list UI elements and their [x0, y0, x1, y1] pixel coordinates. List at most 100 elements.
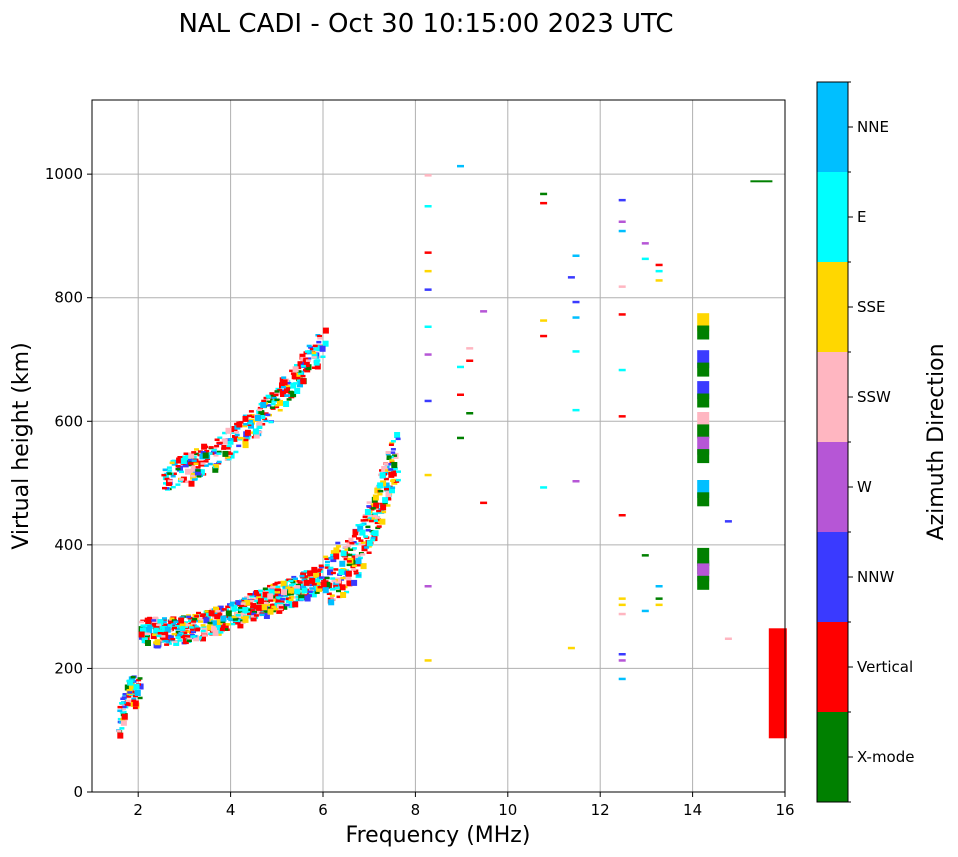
x-tick-label: 4 [226, 801, 236, 819]
echo-point [334, 586, 340, 590]
echo-point [166, 642, 172, 645]
colorbar-segments [817, 82, 848, 802]
echo-point [305, 359, 311, 362]
echo-point [274, 404, 280, 407]
echo-point [175, 636, 181, 639]
echo-point [236, 600, 242, 603]
echo-point [311, 566, 318, 573]
echo-point [395, 478, 401, 482]
echo-point [345, 573, 352, 580]
echo-point [286, 398, 292, 401]
echo-point [344, 548, 350, 551]
echo-point [232, 439, 238, 442]
echo-point [641, 554, 649, 557]
echo-point [618, 659, 626, 662]
echo-point [325, 560, 330, 564]
echo-point [377, 493, 383, 496]
echo-point [225, 427, 232, 434]
echo-point [285, 586, 291, 589]
echo-point [324, 557, 330, 560]
echo-point [317, 337, 323, 340]
echo-point [300, 378, 307, 385]
echo-point [424, 473, 432, 477]
echo-point [228, 438, 234, 441]
echo-point [263, 613, 270, 619]
echo-point [572, 408, 580, 412]
echo-point [284, 589, 291, 596]
echo-point [317, 585, 323, 589]
echo-point [302, 359, 308, 362]
echo-point [177, 633, 182, 637]
echo-point [356, 537, 361, 540]
echo-point [267, 608, 274, 615]
echo-point [180, 626, 186, 629]
echo-point [311, 351, 316, 355]
echo-point [175, 467, 181, 471]
echo-point [363, 535, 369, 538]
echo-point [220, 626, 225, 629]
echo-point [383, 482, 390, 489]
echo-point [200, 635, 206, 642]
echo-point [194, 615, 200, 618]
echo-point [164, 626, 171, 633]
echo-point [367, 514, 373, 517]
echo-point [257, 430, 263, 434]
echo-point [347, 553, 353, 557]
echo-point [289, 583, 295, 587]
echo-point [222, 431, 228, 435]
echo-point [242, 606, 249, 613]
echo-point [424, 353, 432, 356]
echo-point [297, 361, 304, 368]
echo-point [126, 695, 132, 698]
echo-point [179, 616, 185, 619]
echo-point [313, 348, 319, 351]
echo-point [188, 462, 193, 465]
echo-point [221, 445, 227, 448]
echo-point [221, 447, 227, 450]
echo-point [328, 556, 334, 560]
echo-point [197, 450, 203, 453]
echo-point [288, 595, 294, 599]
echo-point [186, 614, 192, 617]
echo-point [156, 623, 162, 627]
colorbar-label: W [857, 478, 872, 496]
echo-point [242, 616, 249, 623]
echo-point [227, 452, 233, 455]
echo-point [136, 678, 142, 682]
echo-point [294, 364, 299, 367]
echo-point [396, 470, 401, 473]
echo-point [186, 639, 192, 642]
echo-point [271, 396, 277, 400]
echo-point [196, 475, 202, 478]
echo-point [229, 601, 235, 605]
echo-point [159, 624, 165, 627]
echo-point [618, 313, 626, 316]
echo-point [300, 374, 306, 378]
echo-point [217, 605, 224, 612]
colorbar-label: E [857, 208, 866, 226]
echo-point [618, 229, 626, 233]
echo-point [697, 393, 710, 408]
echo-point [130, 675, 136, 679]
echo-point [216, 452, 222, 455]
echo-point [195, 469, 201, 472]
echo-point [298, 594, 305, 601]
x-tick-label: 6 [318, 801, 328, 819]
echo-point [225, 623, 231, 626]
echo-point [170, 460, 176, 463]
echo-point [120, 697, 126, 700]
echo-point [134, 690, 141, 696]
echo-point [641, 609, 649, 613]
echo-point [277, 581, 283, 584]
echo-point [373, 502, 380, 509]
echo-point [226, 457, 232, 461]
echo-point [273, 393, 279, 397]
echo-point [392, 467, 398, 470]
echo-point [162, 468, 168, 471]
echo-point [336, 589, 341, 593]
azimuth-colorbar: X-mode Vertical NNW W SSW SSE E NNE Azimuth Dir… [816, 81, 949, 803]
echo-point [234, 433, 240, 437]
echo-point [641, 242, 649, 245]
echo-point [182, 455, 188, 459]
echo-point [310, 591, 317, 598]
